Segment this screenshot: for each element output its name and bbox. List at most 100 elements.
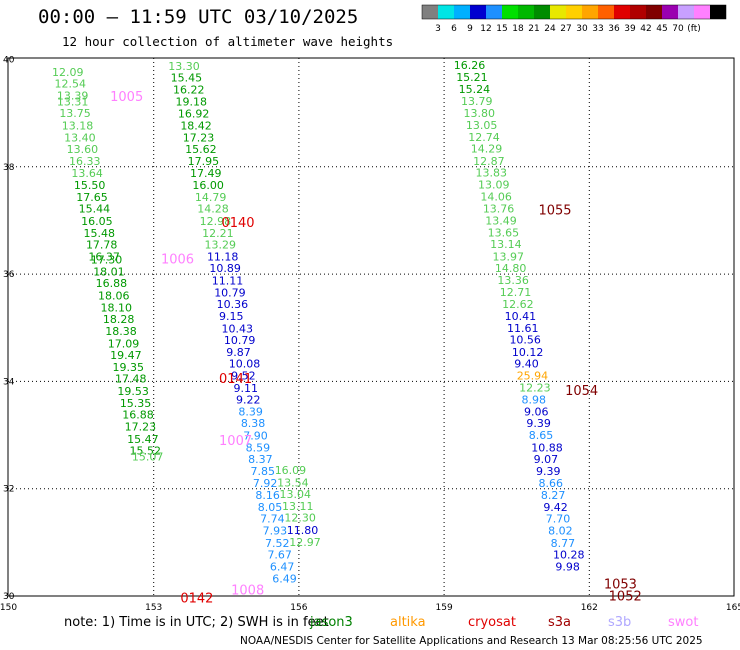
mission-s3a: s3a [548, 615, 571, 630]
wave-height-label: 10.41 [505, 310, 536, 323]
legend-label: 12 [480, 24, 491, 34]
wave-height-label: 13.79 [461, 95, 493, 108]
x-tick-label: 162 [581, 603, 598, 613]
wave-height-label: 13.04 [280, 488, 312, 501]
wave-height-label: 13.36 [497, 274, 528, 287]
wave-height-label: 13.09 [478, 179, 510, 192]
wave-height-label: 13.83 [476, 167, 508, 180]
wave-height-label: 12.74 [468, 131, 500, 144]
bottom-notes: note: 1) Time is in UTC; 2) SWH is in fe… [64, 615, 703, 647]
wave-height-label: 8.66 [538, 477, 563, 490]
wave-height-label: 13.75 [59, 107, 91, 120]
wave-height-label: 6.49 [272, 572, 297, 585]
wave-height-label: 16.26 [454, 59, 486, 72]
wave-height-label: 13.05 [466, 119, 498, 132]
track-label: 0141 [219, 372, 252, 387]
wave-height-label: 17.30 [91, 254, 123, 267]
wave-height-label: 15.21 [456, 71, 488, 84]
wave-height-label: 10.28 [553, 549, 585, 562]
wave-height-label: 19.47 [110, 349, 142, 362]
wave-height-label: 12.62 [502, 298, 534, 311]
legend-swatch [486, 5, 502, 19]
wave-height-label: 10.43 [221, 322, 253, 335]
wave-height-label: 13.97 [493, 250, 525, 263]
x-tick-label: 159 [436, 603, 453, 613]
wave-height-label: 16.92 [178, 108, 210, 121]
wave-height-label: 13.76 [483, 203, 515, 216]
wave-height-label: 13.60 [67, 143, 99, 156]
wave-height-label: 15.48 [84, 227, 116, 240]
wave-height-label: 7.85 [251, 465, 276, 478]
wave-height-label: 8.98 [522, 394, 547, 407]
wave-height-label: 14.06 [480, 190, 512, 203]
wave-height-label: 10.08 [229, 358, 261, 371]
legend-label: 6 [451, 24, 457, 34]
wave-height-label: 13.18 [62, 119, 94, 132]
track-label: 1007 [219, 434, 252, 449]
wave-height-label: 14.29 [471, 143, 503, 156]
legend-swatch [614, 5, 630, 19]
wave-height-label: 10.56 [509, 334, 541, 347]
legend-label: 39 [624, 24, 636, 34]
track-label: 0140 [221, 216, 254, 231]
y-tick-label: 32 [3, 485, 14, 495]
mission-s3b: s3b [608, 615, 631, 630]
legend-swatch [422, 5, 438, 19]
wave-height-label: 8.38 [241, 417, 266, 430]
wave-height-label: 11.18 [207, 250, 239, 263]
wave-height-label: 13.31 [57, 95, 89, 108]
wave-height-label: 18.01 [93, 265, 125, 278]
wave-height-label: 16.09 [275, 464, 307, 477]
legend-label: 18 [512, 24, 524, 34]
wave-height-label: 12.98 [200, 215, 232, 228]
legend-label: 24 [544, 24, 556, 34]
wave-height-label: 17.95 [188, 155, 220, 168]
wave-height-label: 15.07 [132, 451, 164, 464]
track-label: 1053 [604, 578, 637, 593]
wave-height-label: 8.02 [548, 525, 573, 538]
wave-height-label: 11.11 [212, 275, 244, 288]
grid-lines [8, 58, 734, 596]
legend-swatch [518, 5, 534, 19]
wave-height-label: 14.79 [195, 191, 227, 204]
wave-height-label: 7.93 [263, 525, 288, 538]
wave-height-label: 9.42 [543, 501, 568, 514]
legend-frame [421, 4, 727, 20]
wave-height-label: 9.11 [234, 382, 259, 395]
wave-height-label: 16.88 [122, 409, 153, 422]
wave-height-label: 16.05 [81, 215, 113, 228]
wave-height-label: 13.49 [485, 214, 517, 227]
legend-swatch [678, 5, 694, 19]
legend-label: 45 [656, 24, 667, 34]
axis-tick-labels: 150 153 156 159 162 165 30 32 34 36 38 40 [0, 56, 740, 614]
legend-swatch [582, 5, 598, 19]
wave-height-label: 16.33 [69, 155, 101, 168]
wave-height-label: 13.29 [205, 239, 237, 252]
wave-height-label: 17.78 [86, 239, 118, 252]
track-label: 1052 [609, 589, 642, 604]
wave-height-label: 9.40 [514, 358, 539, 371]
legend-label: 3 [435, 24, 441, 34]
wave-height-label: 17.48 [115, 373, 147, 386]
footer-credit: NOAA/NESDIS Center for Satellite Applica… [240, 635, 703, 647]
wave-height-label: 13.30 [168, 60, 200, 73]
legend-swatch [566, 5, 582, 19]
legend-label: 70 [672, 24, 684, 34]
wave-height-label: 17.23 [183, 131, 215, 144]
track-label: 1008 [231, 584, 264, 599]
y-tick-label: 40 [3, 56, 15, 66]
wave-height-label: 10.36 [217, 298, 249, 311]
x-tick-label: 156 [290, 603, 307, 613]
legend-label: (ft) [687, 24, 701, 34]
wave-height-label: 14.28 [197, 203, 229, 216]
wave-height-label: 25.94 [517, 369, 549, 382]
x-tick-label: 153 [145, 603, 162, 613]
wave-height-label: 15.47 [127, 433, 159, 446]
wave-height-label: 14.80 [495, 262, 527, 275]
x-tick-label: 150 [0, 603, 17, 613]
wave-height-label: 8.16 [255, 489, 280, 502]
x-tick-label: 165 [726, 603, 740, 613]
wave-height-label: 10.79 [224, 334, 256, 347]
legend-swatch [550, 5, 566, 19]
